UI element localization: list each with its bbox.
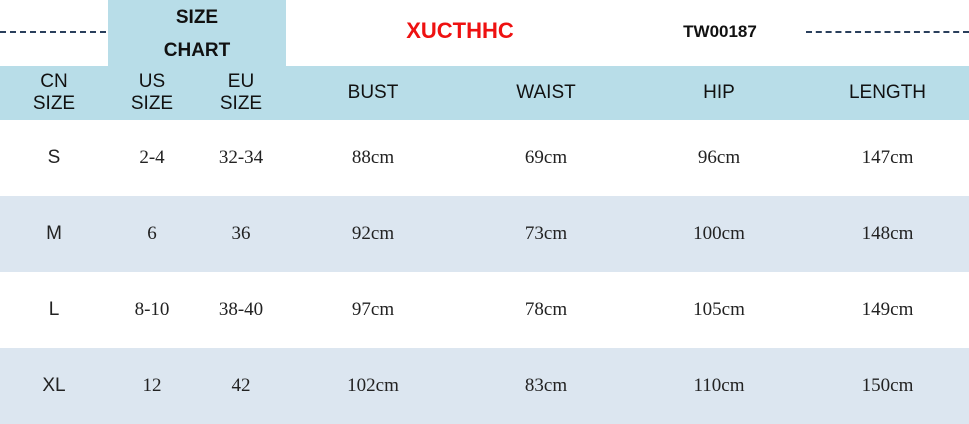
product-code: TW00187: [683, 22, 757, 41]
table-cell: 83cm: [460, 348, 632, 424]
table-cell: S: [47, 147, 61, 168]
table-cell: 92cm: [286, 196, 460, 272]
header-text: LENGTH: [848, 82, 927, 103]
dashed-divider-right: [806, 31, 969, 33]
table-cell: 100cm: [632, 196, 806, 272]
table-cell: 36: [196, 196, 286, 272]
chart-title: SIZE CHART: [108, 0, 286, 66]
column-header: CN SIZE: [0, 66, 108, 120]
table-row: S 2-4 32-34 88cm 69cm 96cm 147cm: [0, 120, 969, 196]
title-line-2: CHART: [163, 40, 231, 61]
table-cell: 73cm: [460, 196, 632, 272]
column-header: EU SIZE: [196, 66, 286, 120]
table-cell: 6: [108, 196, 196, 272]
header-text: SIZE: [219, 93, 263, 114]
header-text: WAIST: [516, 82, 576, 103]
table-cell: 78cm: [524, 299, 568, 320]
table-cell: 8-10: [134, 299, 170, 320]
size-table: CN SIZE US SIZE EU SIZE BUST WAIST HIP LENGTH S 2-…: [0, 66, 969, 424]
header-text: CN: [40, 71, 68, 92]
column-header: LENGTH: [806, 66, 969, 120]
table-cell: 149cm: [861, 299, 914, 320]
table-cell: 42: [196, 348, 286, 424]
table-cell: 147cm: [861, 147, 914, 168]
table-cell: 110cm: [632, 348, 806, 424]
column-header: BUST: [286, 66, 460, 120]
header-text: EU: [227, 71, 255, 92]
header-text: SIZE: [32, 93, 76, 114]
table-cell: 97cm: [351, 299, 395, 320]
table-cell: 38-40: [218, 299, 264, 320]
column-header: US SIZE: [108, 66, 196, 120]
brand-name: XUCTHHC: [406, 18, 514, 43]
table-cell: L: [48, 299, 60, 320]
table-cell: XL: [0, 348, 108, 424]
table-row: L 8-10 38-40 97cm 78cm 105cm 149cm: [0, 272, 969, 348]
table-cell: 69cm: [524, 147, 568, 168]
title-line-1: SIZE: [175, 7, 219, 28]
table-cell: 102cm: [286, 348, 460, 424]
table-cell: 2-4: [139, 147, 165, 168]
header-text: HIP: [703, 82, 735, 103]
header-text: SIZE: [130, 93, 174, 114]
column-header: WAIST: [460, 66, 632, 120]
table-cell: 148cm: [806, 196, 969, 272]
column-header: HIP: [632, 66, 806, 120]
header-row: CN SIZE US SIZE EU SIZE BUST WAIST HIP LENGTH: [0, 66, 969, 120]
table-cell: 96cm: [697, 147, 741, 168]
table-row: XL 12 42 102cm 83cm 110cm 150cm: [0, 348, 969, 424]
table-cell: 12: [108, 348, 196, 424]
table-cell: 105cm: [693, 299, 745, 320]
header-text: US: [138, 71, 166, 92]
header-text: BUST: [347, 82, 399, 103]
table-row: M 6 36 92cm 73cm 100cm 148cm: [0, 196, 969, 272]
table-cell: 150cm: [806, 348, 969, 424]
table-cell: 88cm: [351, 147, 395, 168]
table-cell: M: [0, 196, 108, 272]
table-cell: 32-34: [218, 147, 264, 168]
